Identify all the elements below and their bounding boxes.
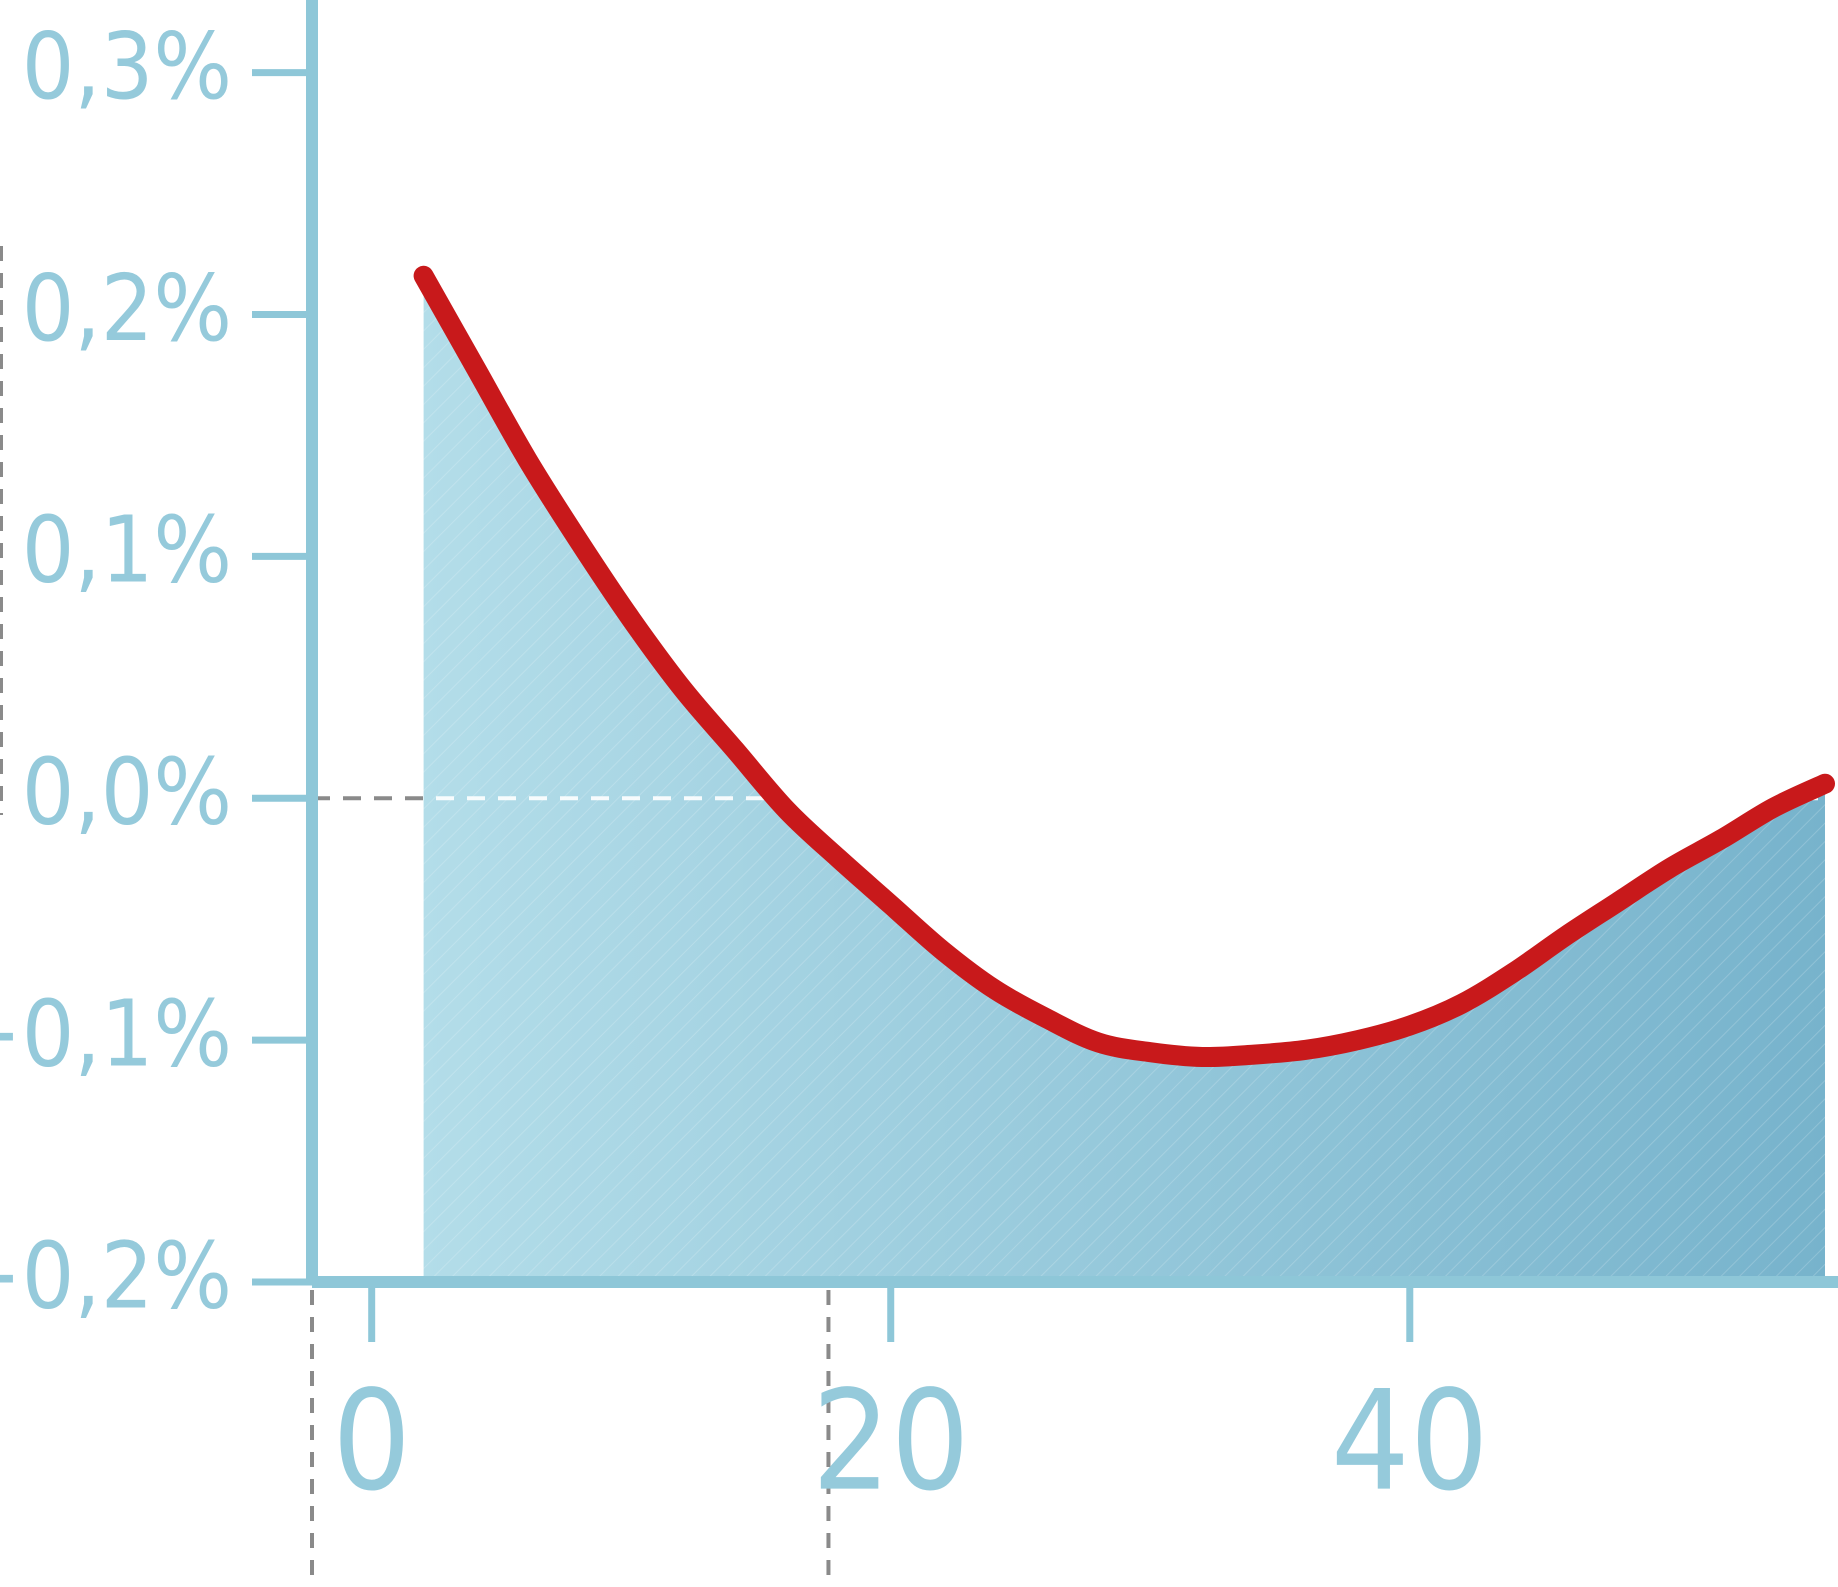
axes-group: 0,3% 0,2% 0,1% 0,0% −0,1% −0,2% 0 20 40 (0, 0, 1838, 1522)
y-tick-label-0: 0,3% (22, 13, 232, 120)
area-hatch (423, 275, 1826, 1282)
series-line (413, 265, 1835, 1068)
reference-lines-group (0, 246, 1838, 1587)
x-tick-label-0: 0 (332, 1361, 411, 1522)
y-tick-label-4: −0,1% (0, 980, 232, 1087)
y-tick-label-2: 0,1% (22, 497, 232, 604)
line-series-group (413, 265, 1835, 1068)
y-tick-label-5: −0,2% (0, 1222, 232, 1329)
area-fill-group (423, 275, 1826, 1282)
x-tick-label-1: 20 (812, 1361, 970, 1522)
x-tick-label-2: 40 (1331, 1361, 1489, 1522)
y-tick-label-1: 0,2% (22, 255, 232, 362)
y-tick-label-3: 0,0% (22, 739, 232, 846)
